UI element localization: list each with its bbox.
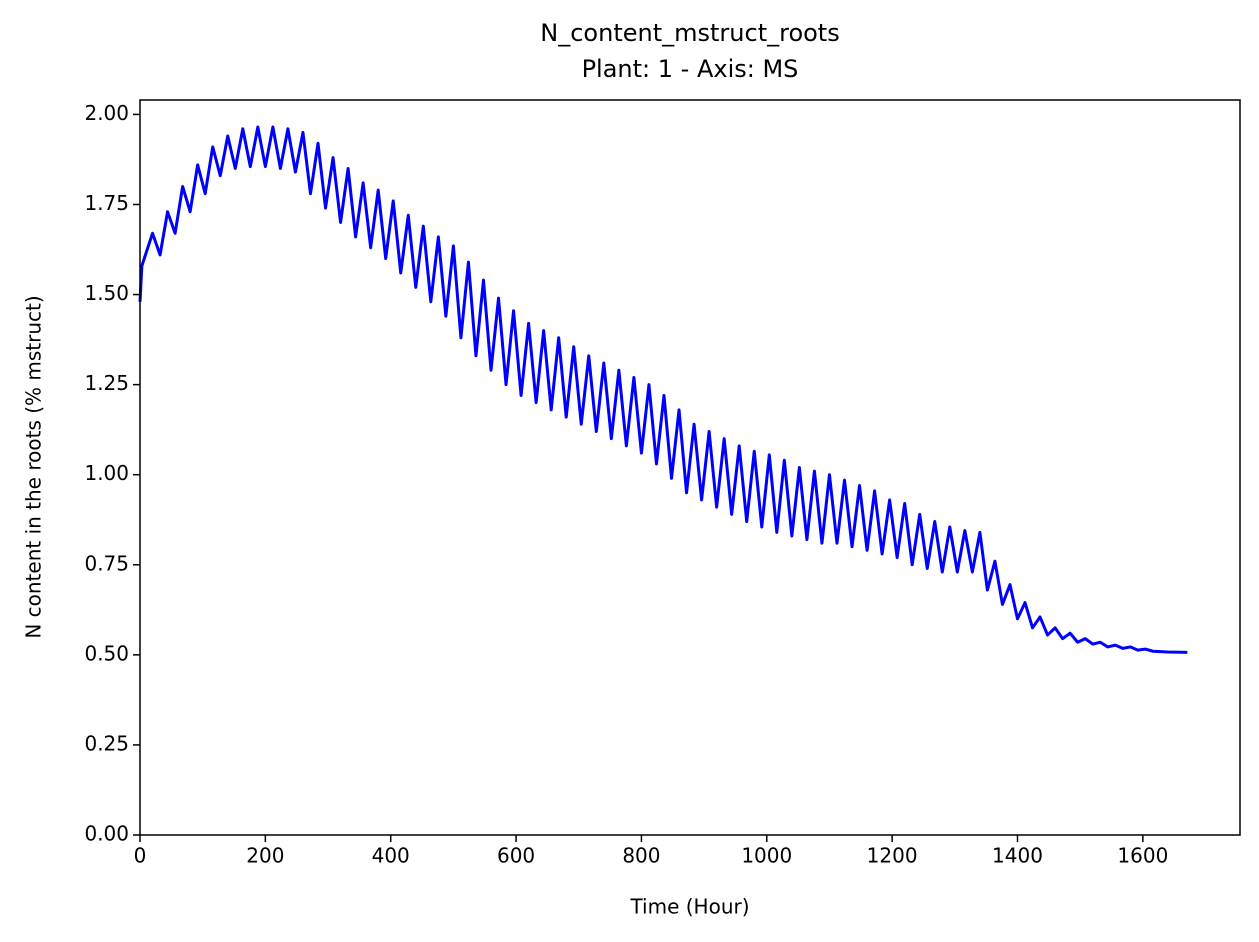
x-axis-label: Time (Hour)	[629, 895, 749, 919]
y-axis-label: N content in the roots (% mstruct)	[22, 295, 46, 638]
y-tick-label: 0.00	[84, 822, 129, 846]
x-tick-label: 1200	[867, 844, 918, 868]
y-tick-label: 0.25	[84, 731, 129, 755]
plot-frame	[139, 99, 1241, 836]
chart-title: N_content_mstruct_roots	[540, 19, 839, 47]
data-line	[138, 125, 1188, 654]
y-tick-label: 1.50	[84, 281, 129, 305]
y-tick-label: 0.50	[84, 641, 129, 665]
y-tick-label: 1.25	[84, 371, 129, 395]
x-tick-label: 0	[134, 844, 147, 868]
x-tick-label: 400	[372, 844, 410, 868]
x-tick-label: 600	[497, 844, 535, 868]
x-tick-label: 1600	[1117, 844, 1168, 868]
x-tick-label: 1000	[741, 844, 792, 868]
x-tick-label: 800	[622, 844, 660, 868]
x-tick-label: 200	[246, 844, 284, 868]
x-tick-label: 1400	[992, 844, 1043, 868]
y-tick-label: 0.75	[84, 551, 129, 575]
chart-subtitle: Plant: 1 - Axis: MS	[582, 55, 799, 83]
y-tick-label: 1.00	[84, 461, 129, 485]
y-tick-label: 1.75	[84, 191, 129, 215]
y-tick-label: 2.00	[84, 101, 129, 125]
